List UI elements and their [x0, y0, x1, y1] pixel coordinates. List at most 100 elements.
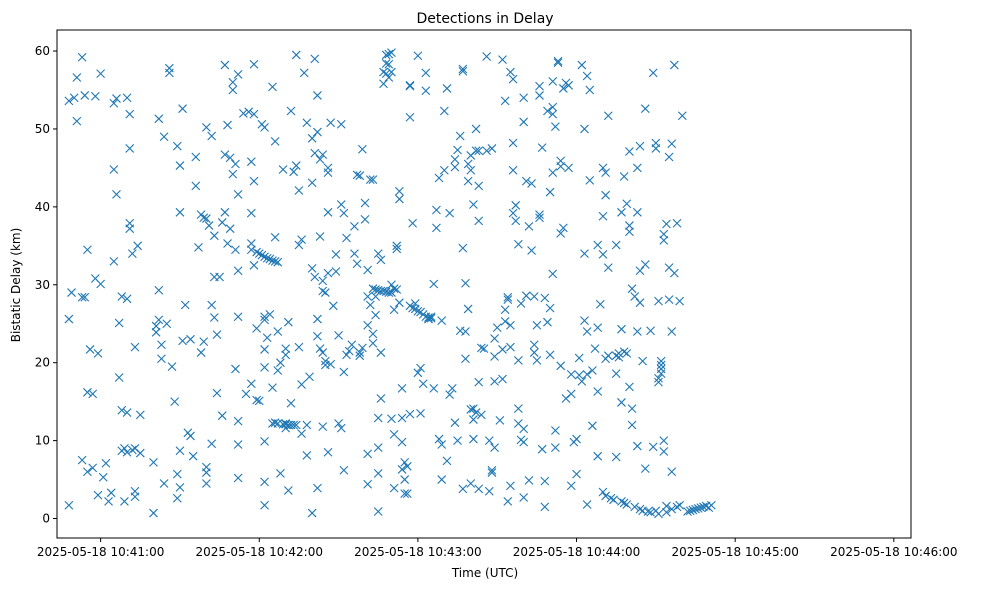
- data-point: [159, 479, 169, 488]
- data-point: [677, 111, 687, 121]
- data-point: [413, 306, 423, 316]
- data-point: [548, 269, 558, 279]
- data-point: [363, 449, 373, 459]
- data-point: [450, 154, 460, 164]
- data-point: [133, 241, 143, 251]
- data-point: [283, 317, 293, 327]
- data-point: [297, 429, 306, 438]
- data-point: [360, 214, 370, 224]
- data-point: [466, 405, 476, 414]
- data-point: [96, 279, 106, 289]
- data-point: [246, 239, 256, 248]
- data-point: [239, 108, 248, 118]
- data-point: [490, 377, 499, 386]
- data-point: [622, 348, 632, 358]
- data-point: [421, 312, 431, 322]
- data-point: [693, 504, 703, 513]
- data-point: [389, 429, 399, 439]
- data-point: [90, 91, 100, 101]
- data-point: [270, 137, 280, 146]
- data-point: [72, 116, 82, 126]
- data-point: [566, 369, 576, 379]
- data-point: [313, 314, 322, 324]
- data-point: [506, 481, 515, 491]
- data-point: [201, 123, 211, 132]
- data-point: [305, 372, 314, 382]
- data-point: [151, 327, 161, 337]
- data-point: [307, 508, 317, 518]
- data-point: [632, 207, 642, 217]
- axes-frame: [56, 29, 912, 539]
- data-point: [241, 389, 251, 399]
- data-point: [127, 249, 137, 259]
- data-point: [352, 259, 362, 269]
- data-point: [458, 64, 468, 74]
- y-tick-label: 50: [35, 122, 50, 136]
- data-point: [619, 172, 629, 181]
- data-point: [328, 301, 338, 311]
- data-point: [564, 80, 573, 90]
- data-point: [558, 84, 568, 93]
- data-point: [519, 437, 529, 447]
- data-point: [598, 163, 608, 173]
- data-point: [395, 186, 404, 196]
- data-point: [593, 240, 603, 250]
- data-point: [463, 159, 473, 169]
- data-point: [400, 475, 410, 484]
- data-point: [268, 82, 277, 92]
- data-point: [619, 347, 629, 357]
- data-point: [260, 500, 269, 510]
- data-point: [532, 355, 542, 365]
- data-point: [664, 295, 674, 304]
- data-point: [331, 267, 341, 276]
- data-point: [564, 163, 573, 173]
- data-point: [503, 496, 513, 506]
- data-point: [291, 161, 301, 170]
- data-point: [64, 96, 74, 106]
- data-point: [688, 505, 698, 515]
- data-point: [201, 479, 211, 488]
- data-point: [350, 249, 359, 259]
- data-point: [80, 292, 90, 302]
- data-point: [458, 66, 468, 76]
- data-point: [135, 410, 145, 420]
- data-point: [601, 190, 611, 200]
- data-point: [439, 165, 449, 175]
- data-point: [458, 243, 468, 253]
- data-point: [453, 145, 462, 155]
- data-point: [577, 377, 587, 386]
- data-point: [548, 168, 558, 177]
- data-point: [617, 398, 626, 407]
- data-point: [194, 242, 203, 252]
- data-point: [553, 58, 563, 68]
- data-point: [667, 467, 677, 477]
- data-point: [646, 326, 655, 336]
- data-point: [310, 54, 320, 64]
- data-point: [582, 327, 592, 336]
- data-point: [402, 489, 412, 498]
- data-point: [363, 479, 373, 489]
- data-point: [201, 214, 211, 223]
- data-point: [318, 348, 328, 357]
- y-tick-label: 30: [35, 278, 50, 292]
- data-point: [437, 316, 447, 326]
- data-point: [630, 502, 640, 512]
- data-point: [384, 59, 394, 69]
- data-point: [260, 362, 269, 372]
- data-point: [384, 288, 394, 297]
- data-point: [260, 436, 269, 446]
- data-point: [294, 186, 304, 195]
- data-point: [474, 181, 484, 191]
- data-point: [302, 118, 312, 128]
- data-point: [659, 436, 669, 445]
- data-point: [352, 170, 362, 180]
- data-point: [397, 465, 407, 474]
- data-point: [656, 360, 666, 370]
- data-point: [506, 342, 515, 352]
- data-point: [130, 492, 140, 502]
- data-point: [125, 224, 135, 234]
- data-point: [429, 279, 439, 289]
- x-tick-label: 2025-05-18 10:42:00: [196, 545, 323, 559]
- data-point: [83, 467, 92, 477]
- data-point: [519, 117, 529, 127]
